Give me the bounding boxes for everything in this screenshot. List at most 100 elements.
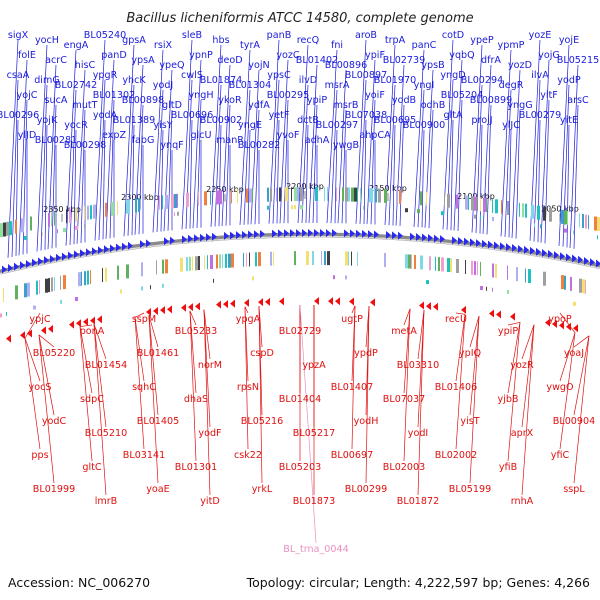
reverse-callout-line [79, 324, 93, 327]
forward-callout-line [131, 124, 135, 236]
forward-callout-line [76, 69, 86, 244]
feature-tracks [0, 187, 600, 318]
forward-gene-label: BL00695 [374, 115, 416, 126]
forward-arrow [110, 244, 115, 253]
reverse-gene-label: yodC [42, 416, 67, 427]
forward-arrow [8, 264, 13, 273]
forward-gene-label: BL07038 [345, 110, 387, 121]
reverse-callout-line [559, 332, 576, 382]
reverse-callout-line [573, 335, 590, 348]
forward-callout-line [558, 44, 570, 246]
reverse-callout-line [38, 334, 55, 348]
forward-gene-label: yhcK [122, 75, 146, 86]
reverse-gene-label: BL00697 [331, 450, 373, 461]
forward-gene-label: arsC [567, 95, 589, 106]
forward-gene-label: msrB [334, 100, 359, 111]
reverse-gene-label: sdpC [80, 394, 104, 405]
forward-arrow [422, 233, 427, 242]
reverse-arrow [41, 326, 46, 335]
reverse-arrow [244, 298, 249, 307]
forward-gene-label: yozD [508, 60, 532, 71]
forward-arrow [182, 235, 187, 244]
reverse-gene-label: ypdP [354, 348, 378, 359]
forward-gene-label: gpsA [122, 35, 146, 46]
forward-callout-line [312, 104, 318, 224]
forward-gene-label: BL05215 [557, 55, 599, 66]
forward-callout-line [305, 124, 309, 224]
forward-gene-label: yitF [540, 90, 558, 101]
forward-gene-label: yodP [557, 75, 581, 86]
forward-arrow [584, 256, 589, 265]
forward-gene-label: ypnP [189, 50, 213, 61]
forward-gene-label: BL00696 [171, 110, 213, 121]
reverse-arrow [20, 331, 25, 340]
forward-callout-line [569, 64, 579, 249]
forward-callout-line [428, 109, 434, 229]
forward-callout-line [279, 59, 289, 224]
forward-gene-label: BL00900 [403, 120, 445, 131]
forward-arrow [350, 229, 355, 238]
forward-callout-line [243, 89, 251, 225]
reverse-gene-label: BL01405 [137, 416, 179, 427]
reverse-arrow [279, 297, 284, 306]
reverse-gene-label: BL05216 [241, 416, 283, 427]
forward-callout-line [533, 79, 541, 242]
forward-arrow [200, 233, 205, 242]
reverse-gene-label: BL01301 [175, 462, 217, 473]
forward-gene-label: yisY [153, 120, 172, 131]
reverse-callout-line [573, 335, 590, 484]
forward-arrow [278, 229, 283, 238]
forward-callout-line [192, 59, 202, 229]
forward-gene-label: gltD [162, 100, 182, 111]
forward-gene-label: folE [18, 50, 36, 61]
genome-summary-text: Topology: circular; Length: 4,222,597 bp… [246, 575, 590, 590]
reverse-callout-line [403, 308, 411, 394]
reverse-marker-track [0, 275, 576, 318]
forward-callout-line [94, 39, 106, 241]
forward-gene-label: yojC [17, 90, 38, 101]
reverse-gene-label: BL01406 [435, 382, 477, 393]
forward-arrow [572, 254, 577, 263]
reverse-gene-label: BL02003 [383, 462, 425, 473]
forward-callout-line [308, 64, 318, 224]
forward-arrow [368, 230, 373, 239]
forward-gene-label: panB [267, 30, 292, 41]
reverse-strand-arrows [6, 297, 578, 343]
forward-gene-label: gltA [443, 110, 463, 121]
forward-arrow [74, 250, 79, 259]
reverse-gene-label: BL01873 [293, 496, 335, 507]
forward-callout-line [239, 49, 251, 225]
forward-arrow [500, 242, 505, 251]
forward-gene-label: ykoR [218, 95, 242, 106]
reverse-arrow [335, 297, 340, 306]
forward-arrow [596, 259, 600, 268]
reverse-callout-line [521, 324, 535, 496]
reverse-gene-label: BL05203 [279, 462, 321, 473]
forward-callout-line [196, 99, 202, 228]
forward-callout-line [421, 129, 425, 228]
reverse-callout-line [521, 324, 535, 360]
forward-arrow [248, 230, 253, 239]
forward-arrow [164, 237, 169, 246]
reverse-gene-label: BL03141 [123, 450, 165, 461]
reverse-gene-label: lmrB [95, 496, 118, 507]
reverse-callout-line [38, 334, 55, 416]
forward-gene-label: dctB [297, 115, 319, 126]
reverse-callout-line [93, 323, 107, 496]
reverse-arrow [146, 307, 151, 316]
forward-callout-line [51, 104, 57, 249]
reverse-gene-label: BL01407 [331, 382, 373, 393]
forward-callout-line [109, 99, 115, 239]
reverse-gene-label: BL01461 [137, 348, 179, 359]
forward-gene-label: yodJ [153, 80, 173, 91]
forward-gene-label: ilvD [299, 75, 317, 86]
reverse-gene-label: BL05233 [175, 326, 217, 337]
forward-arrow [230, 231, 235, 240]
forward-arrow [362, 229, 367, 238]
forward-arrow [542, 248, 547, 257]
forward-arrow [272, 229, 277, 238]
forward-arrow [326, 229, 331, 238]
forward-gene-label: ywgB [333, 140, 359, 151]
reverse-gene-label: BL05217 [293, 428, 335, 439]
reverse-gene-label: ywgO [546, 382, 574, 393]
